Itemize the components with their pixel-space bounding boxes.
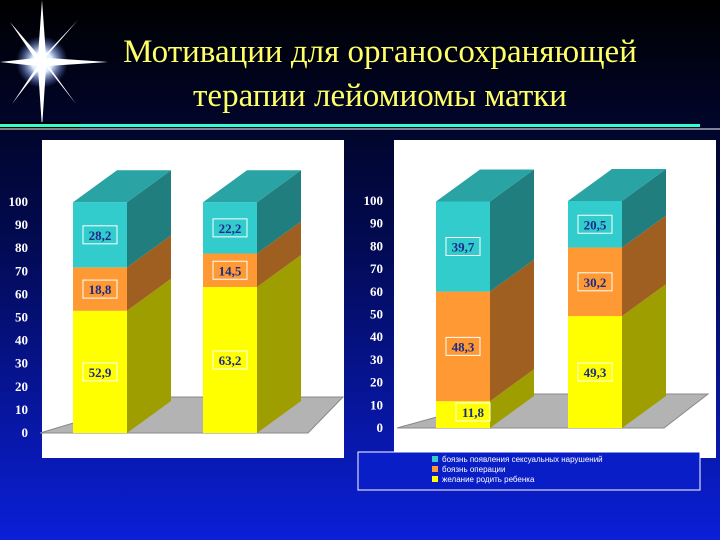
y-tick-label: 0 <box>377 420 384 435</box>
data-label: 18,8 <box>89 282 112 297</box>
y-tick-label: 80 <box>370 238 383 253</box>
bar-top-face <box>436 169 534 202</box>
bar-segment-side <box>490 259 534 402</box>
y-tick-label: 50 <box>15 310 28 325</box>
slide-title-line-2: терапии лейомиомы матки <box>193 78 567 114</box>
data-label: 11,8 <box>462 405 485 420</box>
data-label: 39,7 <box>452 240 475 255</box>
data-label-box <box>82 225 118 245</box>
data-label-box <box>212 260 248 280</box>
bar-segment-side <box>127 170 171 268</box>
y-tick-label: 100 <box>364 193 384 208</box>
y-tick-label: 30 <box>15 356 28 371</box>
x-category-label: 2004 (n=335) <box>556 437 634 452</box>
data-label-box <box>82 362 118 382</box>
y-tick-label: 60 <box>15 286 28 301</box>
y-tick-label: 30 <box>370 352 383 367</box>
data-label: 28,2 <box>89 228 112 243</box>
data-label-box <box>577 214 613 234</box>
bar-segment-side <box>127 235 171 311</box>
title-underline <box>0 122 720 130</box>
legend-label: желание родить ребенка <box>442 475 535 484</box>
data-label-box <box>212 350 248 370</box>
data-label-box <box>455 402 491 422</box>
bar-segment-side <box>490 369 534 428</box>
x-category-label: 2004 (n=335) <box>191 441 269 456</box>
data-label: 63,2 <box>219 353 242 368</box>
y-tick-label: 0 <box>22 425 29 440</box>
y-tick-label: 90 <box>370 216 383 231</box>
y-tick-label: 70 <box>370 261 383 276</box>
bar-segment-side <box>127 278 171 433</box>
x-category-label: 1999 (n=320) <box>424 437 502 452</box>
bar-segment-side <box>622 284 666 428</box>
bar-segment-side <box>622 169 666 248</box>
y-tick-label: 80 <box>15 240 28 255</box>
legend-swatch <box>432 476 438 482</box>
x-category-label: 1999 (n=320) <box>61 441 139 456</box>
data-label-box <box>212 218 248 238</box>
data-label: 22,2 <box>219 221 242 236</box>
bar-top-face <box>73 170 171 203</box>
y-tick-label: 60 <box>370 284 383 299</box>
data-label: 14,5 <box>219 263 242 278</box>
data-label-box <box>82 279 118 299</box>
data-label: 48,3 <box>452 339 475 354</box>
legend-swatch <box>432 456 438 462</box>
y-tick-label: 50 <box>370 307 383 322</box>
data-label: 30,2 <box>584 275 607 290</box>
y-tick-label: 40 <box>15 333 28 348</box>
y-tick-label: 20 <box>15 379 28 394</box>
legend-swatch <box>432 466 438 472</box>
bar-segment-side <box>257 255 301 433</box>
bar-segment-side <box>257 170 301 254</box>
chart-2-title: 41-50 лет <box>525 152 566 162</box>
y-tick-label: 20 <box>370 375 383 390</box>
data-label-box <box>577 272 613 292</box>
data-label: 20,5 <box>584 217 607 232</box>
bar-segment-side <box>622 215 666 317</box>
starburst-logo <box>0 0 108 128</box>
y-tick-label: 40 <box>370 329 383 344</box>
legend-label: боязнь операции <box>442 465 506 474</box>
legend-label: боязнь появления сексуальных нарушений <box>442 455 603 464</box>
data-label-box <box>445 336 481 356</box>
data-label-box <box>445 237 481 257</box>
bar-segment-side <box>490 169 534 292</box>
bar-segment-side <box>257 221 301 288</box>
bar-top-face <box>568 169 666 201</box>
slide-title: Мотивации для органосохраняющей терапии … <box>60 30 700 118</box>
data-label-box <box>577 362 613 382</box>
y-tick-label: 70 <box>15 263 28 278</box>
data-label: 52,9 <box>89 365 112 380</box>
y-tick-label: 10 <box>370 397 383 412</box>
slide-title-line-1: Мотивации для органосохраняющей <box>123 34 637 70</box>
bar-top-face <box>203 170 301 203</box>
y-tick-label: 90 <box>15 217 28 232</box>
data-label: 49,3 <box>584 365 607 380</box>
y-tick-label: 100 <box>9 194 29 209</box>
y-tick-label: 10 <box>15 402 28 417</box>
chart-1-title: 30-40 лет <box>166 149 207 159</box>
chart-2-legend: боязнь появления сексуальных нарушенийбо… <box>357 451 701 491</box>
